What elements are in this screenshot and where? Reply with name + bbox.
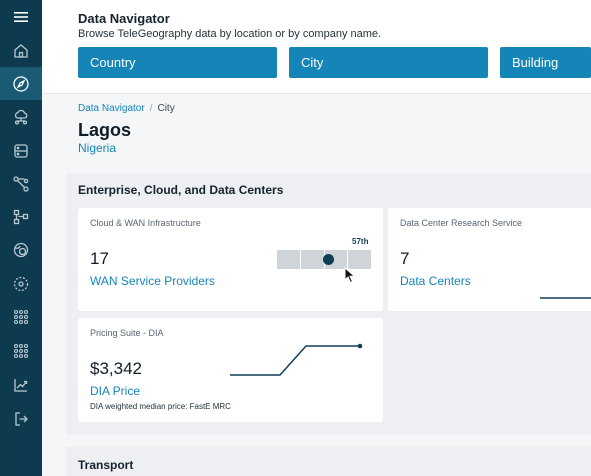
breadcrumb-separator: /	[149, 103, 153, 114]
dia-card-label: Pricing Suite - DIA	[90, 328, 164, 338]
header: Data Navigator Browse TeleGeography data…	[42, 0, 591, 94]
data-center-card[interactable]: Data Center Research Service 7 Data Cent…	[388, 208, 591, 311]
rank-marker	[323, 254, 335, 265]
transport-section: Transport	[66, 447, 591, 476]
dc-sparkline	[540, 297, 591, 299]
orbit-icon[interactable]	[0, 267, 42, 300]
city-button[interactable]: City	[289, 47, 488, 78]
grid-dots-icon[interactable]	[0, 300, 42, 333]
cloud-network-icon[interactable]	[0, 100, 42, 133]
compass-icon[interactable]	[0, 67, 42, 100]
rank-bar	[277, 250, 371, 269]
sidebar	[0, 0, 42, 476]
trend-chart-icon[interactable]	[0, 368, 42, 401]
breadcrumb-current: City	[157, 103, 175, 114]
topology-icon[interactable]	[0, 200, 42, 233]
grid-dots-alt-icon[interactable]	[0, 334, 42, 367]
dia-sparkline	[230, 343, 363, 376]
home-icon[interactable]	[0, 34, 42, 67]
data-center-icon[interactable]	[0, 134, 42, 167]
globe-icon[interactable]	[0, 233, 42, 266]
mouse-cursor-icon	[344, 267, 356, 284]
route-icon[interactable]	[0, 167, 42, 200]
section-title: Enterprise, Cloud, and Data Centers	[78, 183, 284, 197]
dia-price-value: $3,342	[90, 359, 142, 378]
building-button[interactable]: Building	[500, 47, 591, 78]
wan-card-label: Cloud & WAN Infrastructure	[90, 218, 201, 228]
dc-card-label: Data Center Research Service	[400, 218, 523, 228]
transport-section-title: Transport	[78, 458, 134, 472]
logout-icon[interactable]	[0, 402, 42, 435]
menu-icon[interactable]	[0, 0, 42, 33]
breadcrumb-root-link[interactable]: Data Navigator	[78, 103, 145, 114]
header-subtitle: Browse TeleGeography data by location or…	[78, 28, 382, 40]
wan-count: 17	[90, 249, 109, 268]
breadcrumb: Data Navigator / City	[78, 103, 175, 114]
dia-note: DIA weighted median price: FastE MRC	[90, 402, 231, 411]
dia-card[interactable]: Pricing Suite - DIA $3,342 DIA Price DIA…	[78, 318, 383, 422]
wan-providers-link[interactable]: WAN Service Providers	[90, 274, 215, 288]
data-centers-link[interactable]: Data Centers	[400, 274, 471, 288]
header-title: Data Navigator	[78, 11, 170, 26]
wan-card[interactable]: Cloud & WAN Infrastructure 17 WAN Servic…	[78, 208, 383, 311]
country-link[interactable]: Nigeria	[78, 141, 117, 155]
dc-count: 7	[400, 249, 410, 268]
country-button[interactable]: Country	[78, 47, 277, 78]
rank-label: 57th	[352, 237, 369, 246]
enterprise-section: Enterprise, Cloud, and Data Centers Clou…	[66, 173, 591, 435]
page-title: Lagos	[78, 120, 132, 140]
dia-price-link[interactable]: DIA Price	[90, 384, 141, 398]
